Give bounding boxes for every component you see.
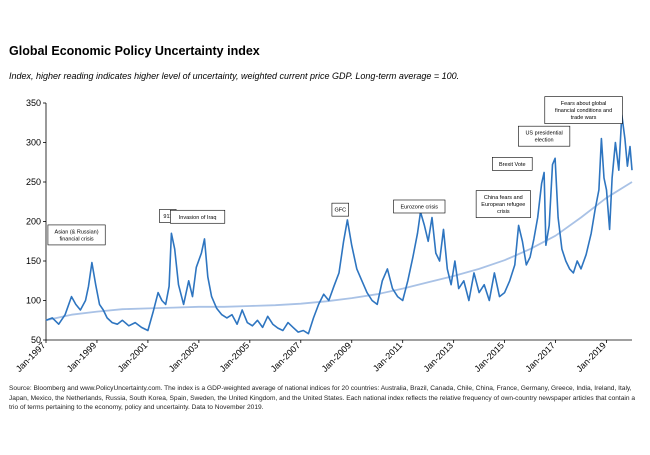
x-tick-label: Jan-1997 bbox=[14, 340, 48, 374]
x-tick-label: Jan-2015 bbox=[472, 340, 506, 374]
annotation-box bbox=[518, 125, 571, 147]
y-tick-label: 200 bbox=[26, 217, 41, 227]
chart-subtitle: Index, higher reading indicates higher l… bbox=[9, 71, 460, 81]
annotation-label: China fears and bbox=[484, 195, 523, 201]
annotation-label: trade wars bbox=[571, 115, 597, 121]
series-lines bbox=[45, 114, 633, 335]
annotation-box bbox=[492, 157, 533, 171]
annotation-box bbox=[393, 199, 446, 214]
x-tick-label: Jan-1999 bbox=[65, 340, 99, 374]
annotation-box bbox=[47, 224, 106, 246]
y-axis: 50 100 150 200 250 300 350 bbox=[26, 98, 47, 345]
y-tick-label: 250 bbox=[26, 177, 41, 187]
annotation-label: crisis bbox=[497, 209, 510, 215]
annotation-label: Fears about global bbox=[561, 101, 607, 107]
annotation-label: Eurozone crisis bbox=[400, 204, 438, 210]
annotation: Invasion of Iraq bbox=[170, 209, 226, 224]
annotations: Asian (& Russian)financial crisis 911 Inva… bbox=[47, 96, 623, 246]
annotation: GFC bbox=[331, 202, 349, 217]
annotation-box bbox=[331, 202, 349, 217]
index-series-line bbox=[45, 114, 633, 335]
y-tick-label: 300 bbox=[26, 138, 41, 148]
x-tick-label: Jan-2005 bbox=[218, 340, 252, 374]
annotation-box bbox=[170, 209, 226, 224]
annotation-label: financial conditions and bbox=[555, 108, 612, 114]
annotation-label: GFC bbox=[334, 208, 346, 214]
x-axis: Jan-1997 Jan-1999 Jan-2001 Jan-2003 Jan-2005… bbox=[14, 339, 632, 374]
annotation-label: Brexit Vote bbox=[499, 162, 526, 168]
annotation-label: Invasion of Iraq bbox=[179, 215, 217, 221]
annotation-label: Asian (& Russian) bbox=[55, 229, 99, 235]
annotation-label: financial crisis bbox=[59, 236, 93, 242]
annotation-label: 911 bbox=[163, 214, 172, 220]
x-tick-label: Jan-2009 bbox=[320, 340, 354, 374]
annotation: Brexit Vote bbox=[492, 157, 533, 171]
annotation-label: election bbox=[535, 138, 554, 144]
trend-series-line bbox=[45, 181, 633, 322]
x-tick-label: Jan-2001 bbox=[116, 340, 150, 374]
x-tick-label: Jan-2011 bbox=[371, 340, 404, 373]
y-tick-label: 350 bbox=[26, 98, 41, 108]
x-tick-label: Jan-2003 bbox=[167, 340, 201, 374]
annotation: Asian (& Russian)financial crisis bbox=[47, 224, 106, 246]
x-tick-label: Jan-2007 bbox=[269, 340, 303, 374]
annotation: Eurozone crisis bbox=[393, 199, 446, 214]
x-tick-label: Jan-2017 bbox=[523, 340, 557, 374]
annotation-label: US presidential bbox=[525, 131, 562, 137]
annotation-box bbox=[544, 96, 623, 124]
y-tick-label: 50 bbox=[31, 335, 41, 345]
chart-title: Global Economic Policy Uncertainty index bbox=[9, 44, 260, 58]
source-note: Source: Bloomberg and www.PolicyUncertai… bbox=[9, 385, 636, 411]
y-tick-label: 150 bbox=[26, 256, 41, 266]
x-tick-label: Jan-2019 bbox=[574, 340, 608, 374]
annotation-box bbox=[475, 190, 531, 218]
y-tick-label: 100 bbox=[26, 296, 41, 306]
x-tick-label: Jan-2013 bbox=[421, 340, 455, 374]
annotation-label: European refugee bbox=[481, 202, 525, 208]
